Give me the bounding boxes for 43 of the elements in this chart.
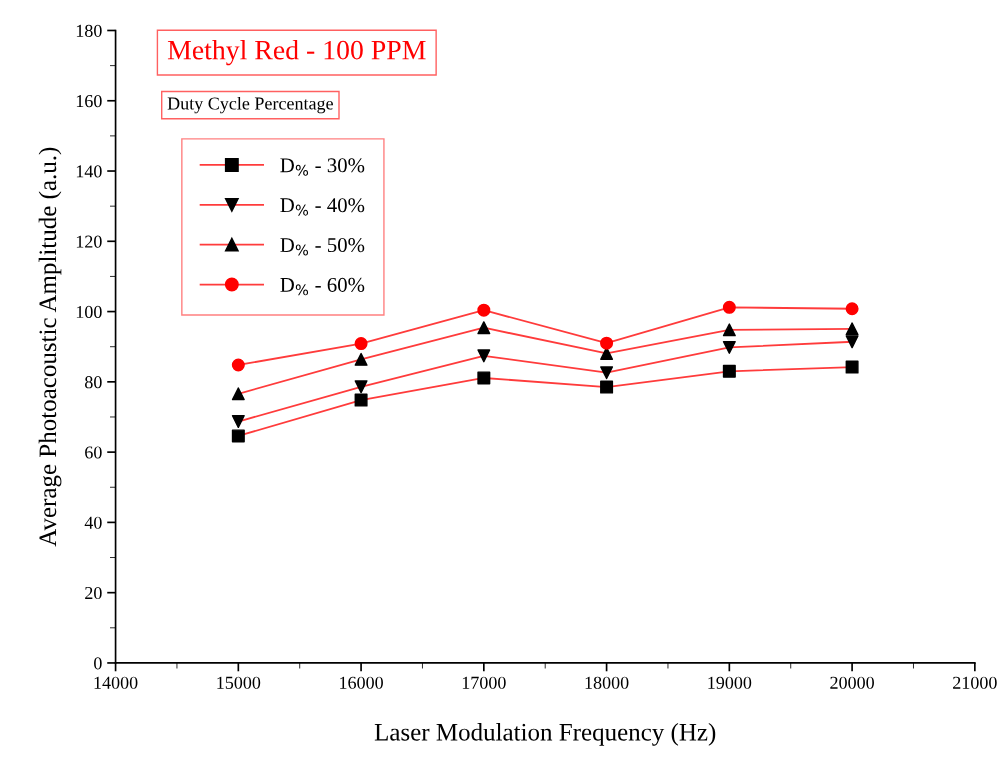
y-tick-label: 160 <box>76 95 102 108</box>
y-tick-label: 80 <box>85 376 102 389</box>
point <box>231 429 245 443</box>
point <box>477 321 491 335</box>
y-tick-label: 120 <box>76 235 102 248</box>
point <box>231 415 245 429</box>
legend-label: D$_{%}$ - 40% <box>280 198 365 216</box>
x-tick-label: 16000 <box>340 676 383 689</box>
y-tick-label: 60 <box>85 446 102 459</box>
point <box>722 323 736 337</box>
y-tick-label: 40 <box>84 516 102 529</box>
point <box>354 380 368 394</box>
point <box>845 360 859 374</box>
point <box>231 387 245 401</box>
x-tick-label: 15000 <box>217 676 261 689</box>
legend-label: D$_{%}$ - 60% <box>280 277 365 296</box>
legend-title: Duty Cycle Percentage <box>167 96 333 114</box>
point <box>722 340 736 354</box>
x-tick-label: 17000 <box>462 676 506 689</box>
legend-label: D$_{%}$ - 30% <box>280 158 365 176</box>
legend-label: D$_{%}$ - 50% <box>280 238 365 256</box>
x-tick-label: 14000 <box>94 676 138 689</box>
point <box>477 371 491 385</box>
x-tick-label: 18000 <box>585 676 629 689</box>
point <box>600 380 614 394</box>
point <box>845 322 859 336</box>
point <box>722 364 736 378</box>
y-tick-label: 140 <box>76 165 102 178</box>
point <box>600 366 614 380</box>
chart-title: Methyl Red - 100 PPM <box>167 39 426 66</box>
y-tick-label: 20 <box>85 586 102 600</box>
x-tick-label: 20000 <box>830 676 874 689</box>
y-axis-title: Average Photoacoustic Amplitude (a.u.) <box>38 147 62 547</box>
point <box>477 349 491 363</box>
x-axis-title: Laser Modulation Frequency (Hz) <box>374 723 716 746</box>
y-tick-label: 100 <box>76 305 102 319</box>
point <box>354 393 368 407</box>
point <box>354 352 368 366</box>
point <box>845 335 859 349</box>
x-tick-label: 21000 <box>953 676 997 689</box>
y-tick-label: 0 <box>94 657 102 670</box>
y-tick-label: 180 <box>76 24 102 37</box>
x-tick-label: 19000 <box>708 676 752 689</box>
